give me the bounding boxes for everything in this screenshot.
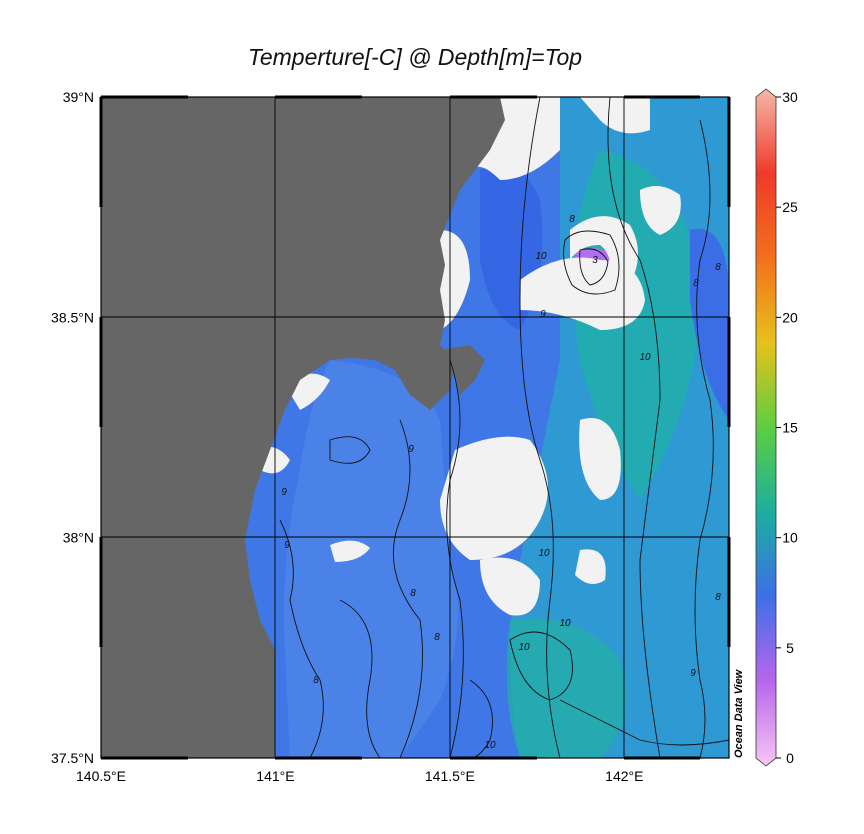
colorbar-tick-label: 10 [782, 530, 798, 546]
colorbar-tick-label: 5 [786, 640, 794, 656]
contour-label: 10 [538, 548, 550, 559]
colorbar-bar [755, 88, 777, 767]
colorbar-tick-label: 20 [782, 309, 798, 325]
contour-label: 9 [281, 487, 287, 498]
frame-ticks [99, 95, 731, 760]
contour-label: 9 [690, 668, 696, 679]
land-peninsula [440, 345, 485, 395]
y-tick-label: 38.5°N [51, 309, 94, 325]
watermark-text: Ocean Data View [733, 668, 745, 758]
missing-north2 [580, 97, 650, 134]
contour-label: 8 [410, 588, 416, 599]
y-tick-label: 39°N [63, 89, 94, 105]
x-tick-label: 141.5°E [425, 768, 475, 784]
contour-label: 3 [592, 255, 598, 266]
chart-title: Temperture[-C] @ Depth[m]=Top [247, 44, 583, 70]
watermark: Ocean Data View [733, 668, 745, 758]
field-cool-east [690, 228, 729, 420]
field-cool-band [284, 360, 458, 758]
contour-label: 8 [715, 262, 721, 273]
contour-label: 8 [693, 278, 699, 289]
contour-label: 8 [434, 632, 440, 643]
contour-label: 10 [639, 352, 651, 363]
missing-north [460, 97, 560, 180]
missing-ne [640, 186, 681, 235]
missing-eddy-ring [570, 216, 638, 300]
contour-label: 10 [518, 642, 530, 653]
contour-lines [279, 97, 729, 758]
plot-area [101, 97, 729, 758]
contour-label: 9 [408, 444, 414, 455]
contour-label: 8 [569, 214, 575, 225]
y-tick-label: 37.5°N [51, 750, 94, 766]
x-tick-label: 141°E [256, 768, 294, 784]
missing-south-east [575, 549, 606, 584]
contour-label: 10 [559, 618, 571, 629]
contour-label: 10 [535, 251, 547, 262]
missing-island [330, 540, 370, 562]
x-tick-label: 140.5°E [76, 768, 126, 784]
missing-south-center [480, 557, 540, 616]
contour-labels: 3 8 8 8 8 8 8 8 9 9 9 9 9 10 10 10 10 10 10 [281, 214, 721, 751]
grid-lines [101, 97, 729, 758]
colorbar-tick-label: 30 [782, 89, 798, 105]
contour-label: 8 [313, 675, 319, 686]
missing-center2 [579, 418, 621, 500]
contour-label: 8 [715, 592, 721, 603]
x-tick-labels: 140.5°E 141°E 141.5°E 142°E [76, 768, 643, 784]
colorbar-tick-label: 25 [782, 199, 798, 215]
colorbar: 0 5 10 15 20 25 30 [755, 88, 798, 767]
colorbar-ticks: 0 5 10 15 20 25 30 [776, 89, 798, 766]
colorbar-tick-label: 0 [786, 750, 794, 766]
contour-label: 9 [284, 540, 290, 551]
contour-label: 9 [540, 309, 546, 320]
y-tick-label: 38°N [63, 530, 94, 546]
y-tick-labels: 37.5°N 38°N 38.5°N 39°N [51, 89, 94, 766]
land-mainland [101, 97, 505, 758]
colorbar-tick-label: 15 [782, 420, 798, 436]
x-tick-label: 142°E [605, 768, 643, 784]
missing-center [440, 436, 548, 560]
plot-frame [100, 96, 730, 759]
contour-label: 10 [484, 740, 496, 751]
